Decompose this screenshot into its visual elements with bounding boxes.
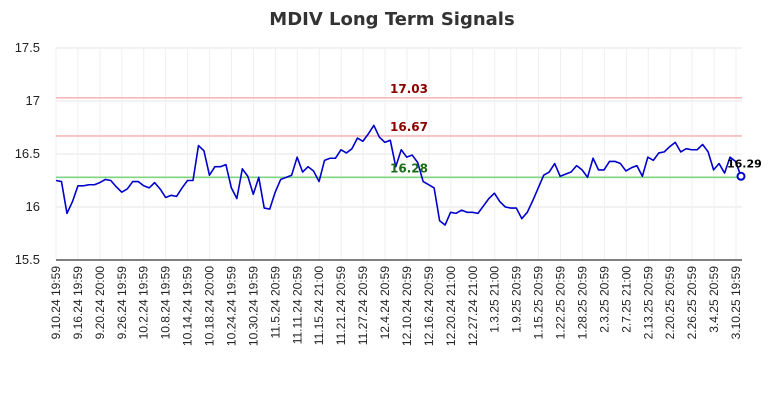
y-tick-label: 16 <box>26 199 40 214</box>
x-tick-label: 12.4.24 20:59 <box>378 266 392 340</box>
x-tick-label: 10.8.24 19:59 <box>159 266 173 340</box>
x-tick-label: 11.11.24 20:59 <box>290 266 304 345</box>
x-tick-label: 12.16.24 20:59 <box>422 266 436 346</box>
y-tick-label: 16.5 <box>15 146 40 161</box>
x-tick-label: 11.27.24 20:59 <box>356 266 370 346</box>
reference-labels: 17.03 16.67 16.28 <box>390 82 428 176</box>
last-point-marker <box>736 171 746 181</box>
x-tick-label: 12.27.24 21:00 <box>466 266 480 346</box>
x-tick-label: 10.30.24 19:59 <box>246 266 260 346</box>
last-value-label: 16.29 <box>727 157 762 170</box>
reference-label: 17.03 <box>390 82 428 96</box>
x-tick-label: 12.10.24 20:59 <box>400 266 414 346</box>
x-tick-label: 3.10.25 19:59 <box>729 266 743 340</box>
x-tick-label: 2.13.25 20:59 <box>641 266 655 340</box>
reference-lines <box>56 97 742 179</box>
x-tick-label: 1.22.25 20:59 <box>554 266 568 340</box>
x-tick-label: 10.24.24 19:59 <box>224 266 238 346</box>
y-axis-ticks: 15.5 16 16.5 17 17.5 <box>15 40 40 267</box>
x-gridlines <box>55 48 737 260</box>
last-point-group: 16.29 <box>727 157 762 181</box>
y-tick-label: 17.5 <box>15 40 40 55</box>
x-tick-label: 9.26.24 19:59 <box>115 266 129 340</box>
x-tick-label: 10.18.24 20:00 <box>203 266 217 346</box>
x-tick-label: 9.16.24 19:59 <box>71 266 85 340</box>
x-tick-label: 1.28.25 20:59 <box>575 266 589 340</box>
x-tick-label: 12.20.24 21:00 <box>444 266 458 346</box>
x-tick-label: 9.10.24 19:59 <box>49 266 63 340</box>
series-line <box>55 124 742 226</box>
chart-title: MDIV Long Term Signals <box>269 9 514 30</box>
x-tick-label: 11.15.24 21:00 <box>312 266 326 346</box>
x-tick-label: 2.7.25 21:00 <box>619 266 633 333</box>
x-tick-label: 11.5.24 20:59 <box>268 266 282 339</box>
x-tick-label: 9.20.24 20:00 <box>93 266 107 340</box>
y-tick-label: 17 <box>26 93 40 108</box>
x-tick-label: 1.3.25 21:00 <box>488 266 502 333</box>
reference-label: 16.28 <box>390 161 428 175</box>
x-tick-label: 1.9.25 20:59 <box>510 266 524 333</box>
x-tick-label: 2.26.25 20:59 <box>685 266 699 340</box>
x-tick-label: 2.3.25 20:59 <box>597 266 611 333</box>
x-tick-label: 10.2.24 19:59 <box>137 266 151 340</box>
series-layer <box>55 124 742 226</box>
x-tick-label: 3.4.25 20:59 <box>707 266 721 333</box>
reference-label: 16.67 <box>390 120 428 134</box>
y-gridlines <box>56 47 742 261</box>
x-axis-ticks: 9.10.24 19:59 9.16.24 19:59 9.20.24 20:00 9… <box>49 266 743 346</box>
y-tick-label: 15.5 <box>15 252 40 267</box>
x-tick-label: 11.21.24 20:59 <box>334 266 348 346</box>
x-tick-label: 1.15.25 20:59 <box>532 266 546 340</box>
x-tick-label: 10.14.24 19:59 <box>181 266 195 346</box>
x-tick-label: 2.20.25 20:59 <box>663 266 677 340</box>
